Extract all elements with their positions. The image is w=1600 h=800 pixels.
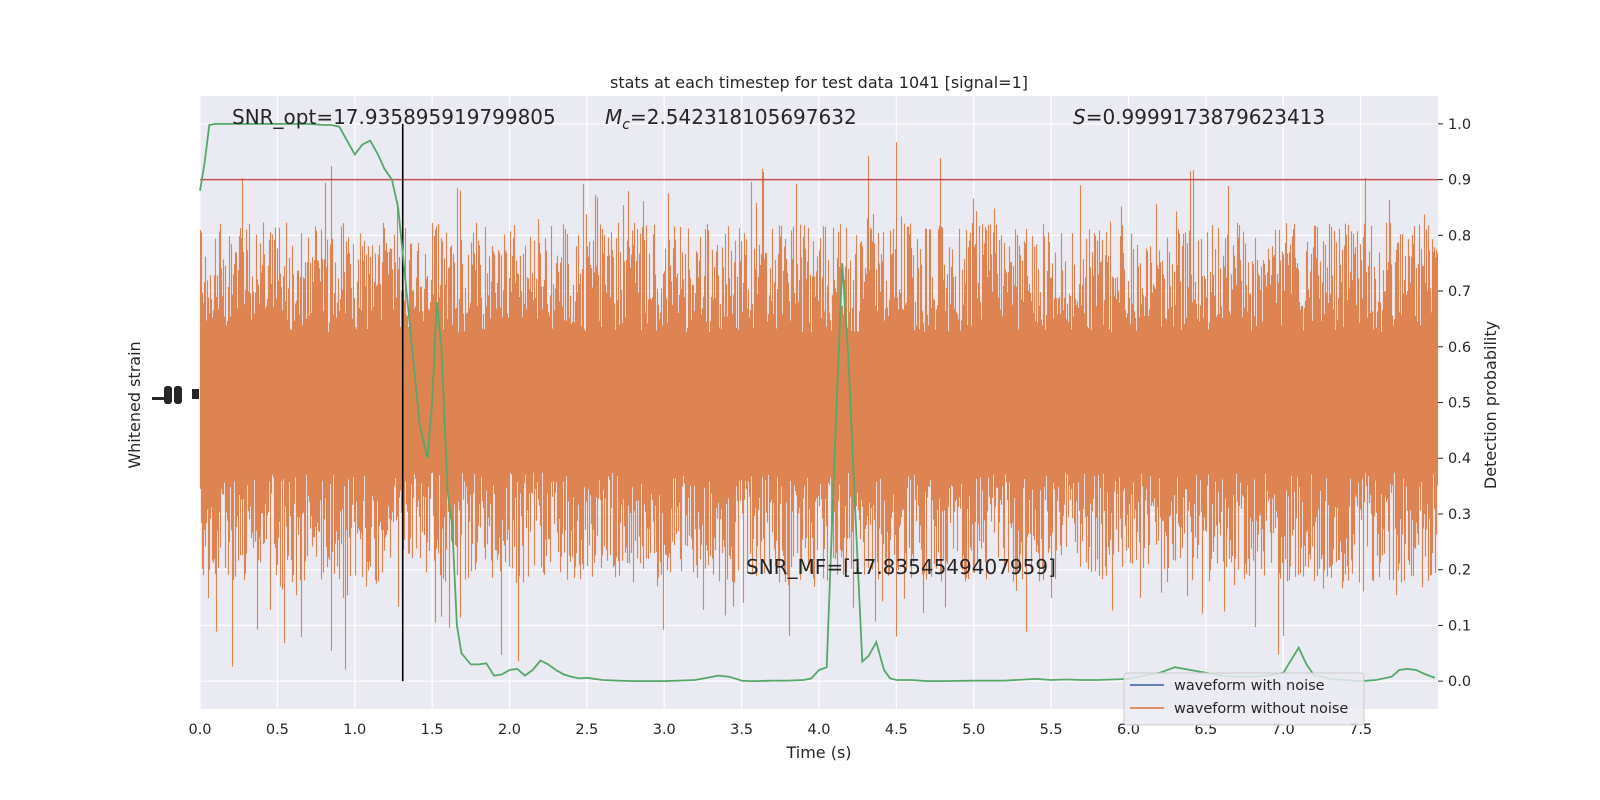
legend-label-without-noise: waveform without noise: [1174, 701, 1348, 717]
right-tick-label: 0.1: [1448, 618, 1471, 634]
mc-symbol: M: [605, 105, 622, 129]
left-tick-glyph: [164, 386, 172, 404]
x-tick-label: 0.0: [188, 722, 211, 738]
legend: waveform with noise waveform without noi…: [1123, 672, 1365, 726]
y-axis-label-left: Whitened strain: [125, 341, 144, 468]
mc-subscript: c: [622, 117, 630, 133]
s-annotation: S=0.9999173879623413: [1073, 105, 1325, 129]
y-axis-label-right: Detection probability: [1481, 321, 1500, 489]
right-tick-label: 0.7: [1448, 284, 1471, 300]
x-tick-label: 1.0: [343, 722, 366, 738]
mc-annotation: Mc=2.542318105697632: [605, 105, 857, 133]
x-axis-label: Time (s): [785, 743, 851, 762]
legend-box: [1123, 672, 1365, 726]
snr-mf-annotation: SNR_MF=[17.8354549407959]: [746, 555, 1056, 579]
right-tick-label: 0.8: [1448, 228, 1471, 244]
left-tick-glyph: [174, 386, 182, 404]
x-tick-label: 3.0: [653, 722, 676, 738]
right-tick-label: 0.2: [1448, 563, 1471, 579]
right-tick-label: 0.6: [1448, 340, 1471, 356]
right-tick-label: 0.9: [1448, 173, 1471, 189]
right-tick-label: 0.4: [1448, 451, 1471, 467]
right-tick-label: 0.0: [1448, 674, 1471, 690]
x-tick-label: 4.5: [885, 722, 908, 738]
snr-opt-annotation: SNR_opt=17.935895919799805: [232, 105, 556, 129]
x-tick-label: 1.5: [421, 722, 444, 738]
x-tick-label: 6.0: [1117, 722, 1140, 738]
x-tick-label: 7.5: [1349, 722, 1372, 738]
strain-series: [199, 142, 1439, 670]
x-tick-label: 2.0: [498, 722, 521, 738]
right-tick-labels: 0.0 0.1 0.2 0.3 0.4 0.5 0.6 0.7 0.8 0.9 1.0: [1438, 117, 1471, 690]
right-tick-label: 0.3: [1448, 507, 1471, 523]
chart-title: stats at each timestep for test data 104…: [610, 73, 1028, 92]
x-tick-label: 5.0: [962, 722, 985, 738]
mc-value: =2.542318105697632: [630, 105, 857, 129]
legend-label-with-noise: waveform with noise: [1174, 678, 1325, 694]
strain-core: [200, 334, 1438, 471]
x-tick-label: 2.5: [575, 722, 598, 738]
s-symbol: S: [1073, 105, 1086, 129]
left-tick-glyph: [152, 397, 164, 400]
x-tick-label: 0.5: [266, 722, 289, 738]
right-tick-label: 0.5: [1448, 396, 1471, 412]
right-tick-label: 1.0: [1448, 117, 1471, 133]
x-tick-labels: 0.0 0.5 1.0 1.5 2.0 2.5 3.0 3.5 4.0 4.5 5.0 5.5 6.0 6…: [188, 722, 1372, 738]
s-value: =0.9999173879623413: [1086, 105, 1325, 129]
x-tick-label: 4.0: [807, 722, 830, 738]
x-tick-label: 5.5: [1040, 722, 1063, 738]
left-tick-glyph: [192, 389, 199, 399]
left-tick-glyphs: [152, 386, 199, 404]
x-tick-label: 7.0: [1272, 722, 1295, 738]
x-tick-label: 3.5: [730, 722, 753, 738]
x-tick-label: 6.5: [1194, 722, 1217, 738]
